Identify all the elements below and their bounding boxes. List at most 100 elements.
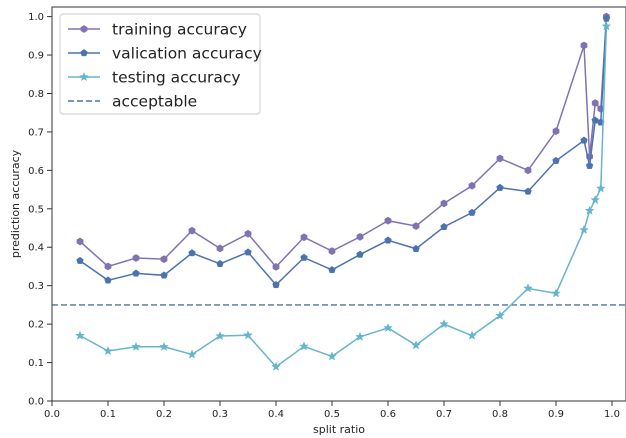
- series-2: [76, 14, 611, 289]
- y-tick-label: 0.5: [28, 204, 44, 215]
- data-point: [132, 254, 140, 262]
- data-point: [244, 229, 252, 238]
- data-point: [104, 262, 112, 271]
- data-point: [355, 331, 365, 341]
- data-point: [132, 269, 140, 277]
- legend-item: testing accuracy: [68, 69, 241, 87]
- data-point: [188, 249, 196, 257]
- legend-label: training accuracy: [112, 21, 247, 39]
- legend-item: valication accuracy: [68, 45, 262, 63]
- data-point: [216, 259, 224, 267]
- y-tick-label: 0.1: [28, 358, 44, 369]
- data-point: [579, 224, 589, 235]
- x-tick-label: 0.5: [324, 409, 340, 420]
- data-point: [383, 322, 393, 333]
- data-point: [523, 283, 533, 293]
- x-tick-label: 0.7: [436, 409, 452, 420]
- data-point: [591, 99, 599, 107]
- data-point: [328, 266, 336, 274]
- y-tick-label: 0.8: [28, 89, 44, 100]
- data-point: [272, 262, 280, 271]
- legend-marker: [80, 25, 88, 33]
- data-point: [590, 194, 601, 205]
- data-point: [356, 232, 364, 241]
- y-tick-label: 0.2: [28, 320, 44, 331]
- data-point: [595, 183, 606, 193]
- x-tick-label: 0.4: [268, 409, 284, 420]
- data-point: [411, 340, 421, 350]
- data-point: [601, 21, 612, 31]
- legend-label: acceptable: [112, 93, 197, 111]
- x-axis: 0.0 0.1 0.2 0.3 0.4 0.5 0.6 0.7 0.8 0.9 1.0: [44, 401, 620, 420]
- data-point: [524, 166, 532, 175]
- data-point: [580, 41, 588, 50]
- y-axis-label: prediction accuracy: [9, 149, 22, 258]
- x-axis-label: split ratio: [313, 423, 365, 436]
- legend-marker: [80, 49, 88, 57]
- legend-item: acceptable: [68, 93, 197, 111]
- x-tick-label: 0.3: [212, 409, 228, 420]
- data-point: [591, 116, 599, 124]
- x-tick-label: 0.8: [492, 409, 508, 420]
- y-tick-label: 0.4: [28, 243, 44, 254]
- x-tick-label: 0.0: [44, 409, 60, 420]
- data-point: [584, 205, 595, 215]
- data-point: [468, 208, 476, 216]
- data-point: [495, 310, 505, 320]
- data-point: [468, 181, 476, 190]
- data-point: [243, 330, 253, 340]
- y-tick-label: 0.7: [28, 127, 44, 138]
- y-tick-label: 1.0: [28, 12, 44, 23]
- data-point: [356, 250, 364, 258]
- data-point: [467, 330, 477, 340]
- data-point: [384, 236, 392, 244]
- x-tick-label: 0.1: [100, 409, 116, 420]
- y-tick-label: 0.9: [28, 51, 44, 62]
- legend-label: valication accuracy: [112, 45, 262, 63]
- data-point: [580, 136, 588, 144]
- data-point: [215, 330, 225, 341]
- data-point: [159, 341, 169, 351]
- y-tick-label: 0.6: [28, 166, 44, 177]
- data-point: [300, 233, 308, 242]
- legend-marker: [79, 71, 89, 82]
- axes-frame: [51, 6, 626, 402]
- x-tick-label: 1.0: [604, 409, 620, 420]
- data-point: [412, 244, 420, 252]
- data-point: [496, 154, 504, 163]
- data-point: [216, 244, 224, 253]
- data-point: [551, 288, 561, 298]
- data-point: [76, 256, 84, 264]
- data-point: [271, 361, 281, 371]
- data-point: [160, 271, 168, 279]
- data-point: [328, 247, 336, 255]
- data-point: [244, 248, 252, 256]
- legend-box: [59, 13, 261, 115]
- data-point: [552, 156, 560, 164]
- data-point: [440, 199, 448, 208]
- data-point: [552, 127, 560, 136]
- data-point: [585, 161, 594, 169]
- x-tick-label: 0.2: [156, 409, 172, 420]
- data-point: [496, 183, 504, 191]
- data-point: [327, 351, 337, 361]
- data-point: [440, 222, 448, 231]
- data-point: [272, 281, 280, 289]
- series-1: [76, 12, 610, 271]
- plot-area: [52, 12, 626, 371]
- x-tick-label: 0.6: [380, 409, 396, 420]
- data-point: [131, 341, 141, 351]
- data-point: [104, 276, 112, 284]
- data-point: [524, 187, 532, 195]
- data-point: [75, 330, 85, 340]
- data-point: [103, 345, 113, 356]
- y-tick-label: 0.3: [28, 281, 44, 292]
- legend: training accuracy valication accuracy test…: [59, 13, 262, 115]
- legend-label: testing accuracy: [112, 69, 241, 87]
- data-point: [187, 349, 197, 359]
- x-tick-label: 0.9: [548, 409, 564, 420]
- data-point: [439, 319, 449, 329]
- legend-item: training accuracy: [68, 21, 247, 39]
- data-point: [160, 255, 168, 264]
